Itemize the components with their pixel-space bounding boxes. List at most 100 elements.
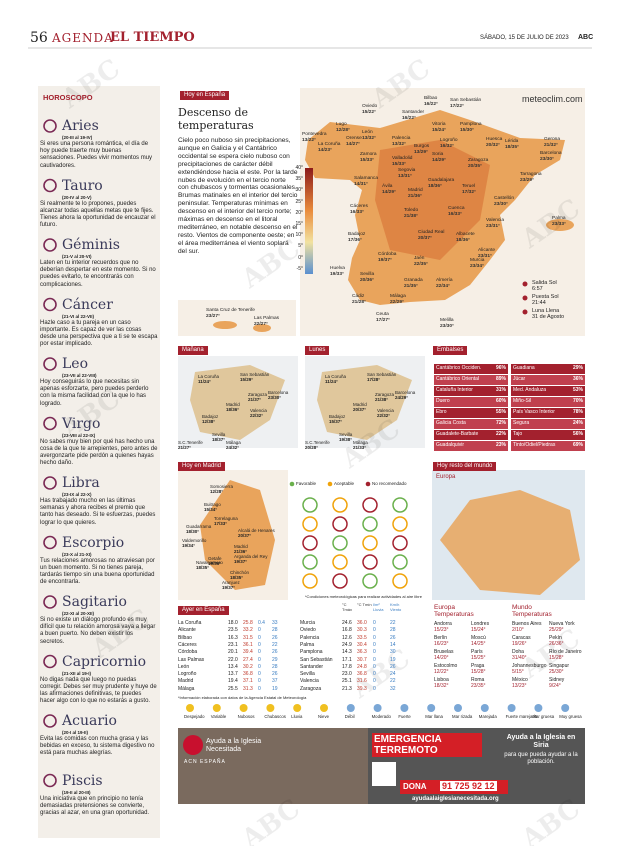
icon-label: Moderado	[371, 714, 391, 719]
region-subtitle: Temperaturas	[512, 611, 552, 618]
table-city: Valencia	[300, 678, 319, 685]
city-name: Ceuta	[376, 312, 389, 317]
table-cell: 13.4	[228, 663, 238, 670]
legend-dot	[327, 481, 333, 487]
city-name: Estocolmo	[434, 663, 458, 669]
sign-dates: (23-IX al 22-X)	[62, 492, 92, 497]
table-city: Pamplona	[300, 649, 323, 656]
reservoir-name: Guadiana	[513, 365, 535, 371]
table-cell: 33	[272, 620, 278, 626]
activity-icon	[332, 554, 348, 570]
city-name: Valencia	[250, 408, 267, 413]
table-cell: 0	[373, 627, 376, 634]
weather-icon	[561, 704, 570, 712]
sign-text: Evita las comidas con mucha grasa y las …	[40, 736, 155, 757]
icon-label: Muy gruesa	[559, 714, 582, 719]
scale-label: 15°	[295, 221, 303, 227]
scale-label: 35°	[295, 176, 303, 183]
city-temp: 13/32°	[362, 136, 376, 141]
region-title: Mundo	[512, 604, 532, 611]
table-cell: 26	[272, 649, 278, 656]
icon-label: Lluvia	[291, 714, 303, 719]
city-name: San Sebastián	[240, 372, 270, 377]
city-temp: 18/30°	[186, 529, 200, 534]
sign-dates: (23-X al 21-XI)	[62, 551, 92, 557]
table-city: Córdoba	[178, 649, 198, 656]
table-cell: 23.0	[342, 671, 352, 678]
tab: Hoy resto del mundo	[433, 462, 497, 471]
table-cell: 0	[258, 641, 261, 648]
sign-symbol	[43, 119, 57, 133]
city-temp: 20/37°	[353, 407, 367, 412]
city-temp: 15/28°	[549, 655, 564, 661]
activity-icon	[392, 497, 408, 513]
city-temp: 14/29°	[432, 158, 446, 163]
city-temp: 23/31°	[478, 254, 492, 259]
activity-icon	[332, 573, 348, 589]
scale-label: 25°	[295, 198, 303, 205]
ad-lead: Ayuda a la Iglesia en Siria	[506, 734, 576, 750]
reservoir-name: Cataluña Interior	[436, 387, 473, 393]
reservoir-value: 29%	[573, 365, 584, 371]
scale-label: -5°	[296, 265, 303, 272]
tab: Hoy en Madrid	[178, 462, 226, 471]
city-temp: 23/30°	[540, 157, 554, 162]
sign-text: Hazle caso a tu pareja en un caso import…	[40, 319, 158, 348]
reservoir-name: Ebro	[436, 409, 447, 415]
table-cell: 37	[272, 678, 278, 685]
sun-label: Salida Sol	[532, 280, 557, 286]
reservoir-row-bg	[434, 397, 508, 407]
city-name: Badajoz	[202, 414, 219, 419]
city-temp: 22/32°	[377, 413, 391, 418]
city-name: Valencia	[377, 408, 394, 413]
city-temp: 19/33°	[330, 272, 344, 277]
table-cell: 31.3	[243, 685, 253, 692]
sign-name: Acuario	[62, 713, 117, 729]
city-name: Chinchón	[230, 570, 250, 575]
city-name: Toledo	[404, 208, 419, 213]
ad-org-short: ACN ESPAÑA	[184, 759, 226, 765]
table-cell: 16.3	[228, 634, 238, 641]
table-cell: 19.4	[228, 678, 238, 685]
table-cell: 36.3	[357, 649, 367, 656]
city-temp: 16/22°	[424, 102, 438, 107]
map-label: Europa	[436, 474, 456, 480]
table-cell: 24.8	[357, 663, 367, 670]
table-cell: 28	[390, 627, 396, 634]
table-city: Sevilla	[300, 671, 315, 678]
sign-symbol	[43, 357, 57, 371]
reservoir-name: Duero	[436, 398, 450, 404]
table-header: l/m² Lluvia	[373, 602, 384, 612]
city-temp: 26/36°	[549, 641, 564, 647]
activity-icon	[392, 573, 408, 589]
table-cell: 24	[390, 671, 396, 678]
city-name: Orense	[346, 136, 362, 141]
table-cell: 31.6	[357, 678, 367, 685]
sun-label: Puesta Sol	[532, 294, 559, 300]
table-cell: 0	[258, 634, 261, 641]
city-temp: 16/33°	[448, 212, 462, 217]
city-name: Arganda del Rey	[234, 554, 268, 559]
reservoir-name: Segura	[513, 420, 530, 426]
city-name: Barcelona	[395, 390, 416, 395]
city-name: México	[512, 677, 528, 683]
city-name: Ávila	[382, 184, 393, 189]
city-name: Málaga	[226, 440, 241, 445]
city-temp: 23/30°	[494, 202, 508, 207]
city-name: Pontevedra	[302, 132, 327, 137]
table-cell: 0.4	[258, 620, 265, 626]
reservoir-row-bg	[511, 364, 585, 374]
city-temp: 21/38°	[404, 214, 418, 219]
city-name: Barcelona	[268, 390, 289, 395]
ad-text: para que pueda ayudar a la población.	[504, 752, 578, 765]
brand: ABC	[578, 34, 594, 41]
city-temp: 18/36°	[456, 238, 470, 243]
table-header: Km/h Viento	[390, 602, 402, 612]
activity-icon	[302, 535, 318, 551]
city-temp: 14/25°	[471, 641, 486, 647]
city-name: Londres	[471, 621, 490, 627]
city-name: Córdoba	[378, 252, 397, 257]
sign-symbol	[43, 238, 57, 252]
table-cell: 30	[390, 649, 396, 656]
